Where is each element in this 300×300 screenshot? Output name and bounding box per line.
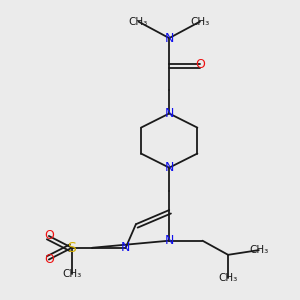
Text: CH₃: CH₃ [249, 245, 268, 255]
Text: O: O [44, 230, 54, 242]
Text: N: N [164, 161, 174, 174]
Text: CH₃: CH₃ [62, 269, 82, 279]
Text: O: O [44, 253, 54, 266]
Text: N: N [164, 107, 174, 120]
Text: CH₃: CH₃ [129, 16, 148, 27]
Text: O: O [195, 58, 205, 70]
Text: CH₃: CH₃ [190, 16, 210, 27]
Text: N: N [164, 32, 174, 45]
Text: S: S [68, 241, 76, 255]
Text: CH₃: CH₃ [218, 273, 238, 284]
Text: N: N [164, 234, 174, 247]
Text: N: N [121, 241, 130, 254]
